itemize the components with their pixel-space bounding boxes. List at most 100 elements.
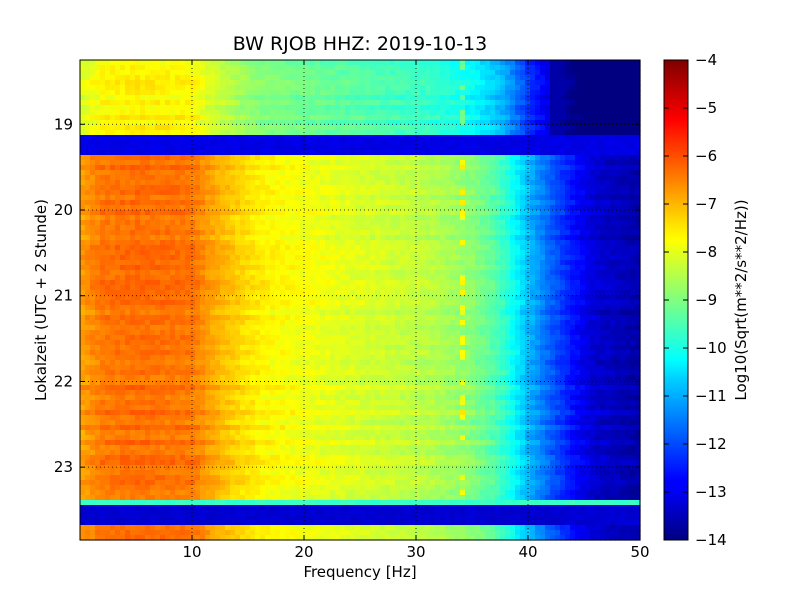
heatmap-cell (220, 135, 226, 141)
heatmap-cell (490, 125, 496, 131)
heatmap-cell (555, 75, 561, 81)
heatmap-cell (445, 170, 451, 176)
heatmap-cell (420, 105, 426, 111)
heatmap-cell (410, 155, 416, 161)
heatmap-cell (315, 105, 321, 111)
heatmap-cell (105, 215, 111, 221)
heatmap-cell (315, 220, 321, 226)
heatmap-cell (575, 275, 581, 281)
heatmap-cell (470, 195, 476, 201)
heatmap-cell (430, 260, 436, 266)
heatmap-cell (115, 210, 121, 216)
heatmap-cell (530, 175, 536, 181)
heatmap-cell (105, 100, 111, 106)
heatmap-cell (95, 165, 101, 171)
heatmap-cell (320, 245, 326, 251)
heatmap-cell (435, 180, 441, 186)
heatmap-cell (535, 100, 541, 106)
heatmap-cell (360, 60, 366, 66)
heatmap-cell (300, 265, 306, 271)
heatmap-cell (110, 140, 116, 146)
heatmap-cell (400, 155, 406, 161)
heatmap-cell (520, 165, 526, 171)
heatmap-cell (185, 60, 191, 66)
heatmap-cell (340, 280, 346, 286)
heatmap-cell (215, 100, 221, 106)
heatmap-cell (425, 245, 431, 251)
heatmap-cell (530, 245, 536, 251)
heatmap-cell (475, 185, 481, 191)
heatmap-cell (130, 100, 136, 106)
heatmap-cell (110, 255, 116, 261)
heatmap-cell (280, 110, 286, 116)
heatmap-cell (530, 185, 536, 191)
heatmap-cell (85, 205, 91, 211)
heatmap-cell (595, 190, 601, 196)
heatmap-cell (200, 135, 206, 141)
heatmap-cell (435, 135, 441, 141)
heatmap-cell (345, 200, 351, 206)
heatmap-cell (165, 240, 171, 246)
heatmap-cell (235, 210, 241, 216)
heatmap-cell (90, 120, 96, 126)
heatmap-cell (205, 125, 211, 131)
heatmap-cell (300, 195, 306, 201)
heatmap-cell (110, 265, 116, 271)
heatmap-cell (90, 195, 96, 201)
heatmap-cell (285, 220, 291, 226)
heatmap-cell (485, 125, 491, 131)
heatmap-cell (525, 100, 531, 106)
heatmap-cell (180, 60, 186, 66)
heatmap-cell (250, 135, 256, 141)
heatmap-cell (345, 60, 351, 66)
heatmap-cell (275, 270, 281, 276)
heatmap-cell (550, 80, 556, 86)
heatmap-cell (295, 110, 301, 116)
heatmap-cell (565, 90, 571, 96)
heatmap-cell (415, 155, 421, 161)
heatmap-cell (120, 230, 126, 236)
heatmap-cell (315, 150, 321, 156)
heatmap-cell (235, 185, 241, 191)
heatmap-cell (360, 145, 366, 151)
heatmap-cell (510, 210, 516, 216)
heatmap-cell (605, 75, 611, 81)
heatmap-cell (540, 200, 546, 206)
heatmap-cell (460, 80, 466, 86)
heatmap-cell (170, 105, 176, 111)
heatmap-cell (190, 185, 196, 191)
heatmap-cell (635, 260, 641, 266)
heatmap-cell (435, 225, 441, 231)
heatmap-cell (310, 115, 316, 121)
heatmap-cell (230, 220, 236, 226)
heatmap-cell (470, 115, 476, 121)
heatmap-cell (605, 110, 611, 116)
heatmap-cell (245, 140, 251, 146)
heatmap-cell (170, 280, 176, 286)
heatmap-cell (160, 195, 166, 201)
heatmap-cell (520, 155, 526, 161)
heatmap-cell (220, 95, 226, 101)
heatmap-cell (115, 200, 121, 206)
heatmap-cell (180, 95, 186, 101)
heatmap-cell (180, 135, 186, 141)
heatmap-cell (325, 270, 331, 276)
heatmap-cell (595, 185, 601, 191)
heatmap-cell (545, 195, 551, 201)
heatmap-cell (530, 90, 536, 96)
heatmap-cell (530, 130, 536, 136)
heatmap-cell (310, 270, 316, 276)
heatmap-cell (165, 100, 171, 106)
heatmap-cell (570, 170, 576, 176)
heatmap-cell (625, 215, 631, 221)
heatmap-cell (495, 75, 501, 81)
heatmap-cell (365, 170, 371, 176)
heatmap-cell (200, 95, 206, 101)
heatmap-cell (380, 130, 386, 136)
heatmap-cell (110, 125, 116, 131)
heatmap-cell (565, 100, 571, 106)
heatmap-cell (590, 120, 596, 126)
heatmap-cell (520, 160, 526, 166)
heatmap-cell (425, 110, 431, 116)
heatmap-cell (265, 185, 271, 191)
